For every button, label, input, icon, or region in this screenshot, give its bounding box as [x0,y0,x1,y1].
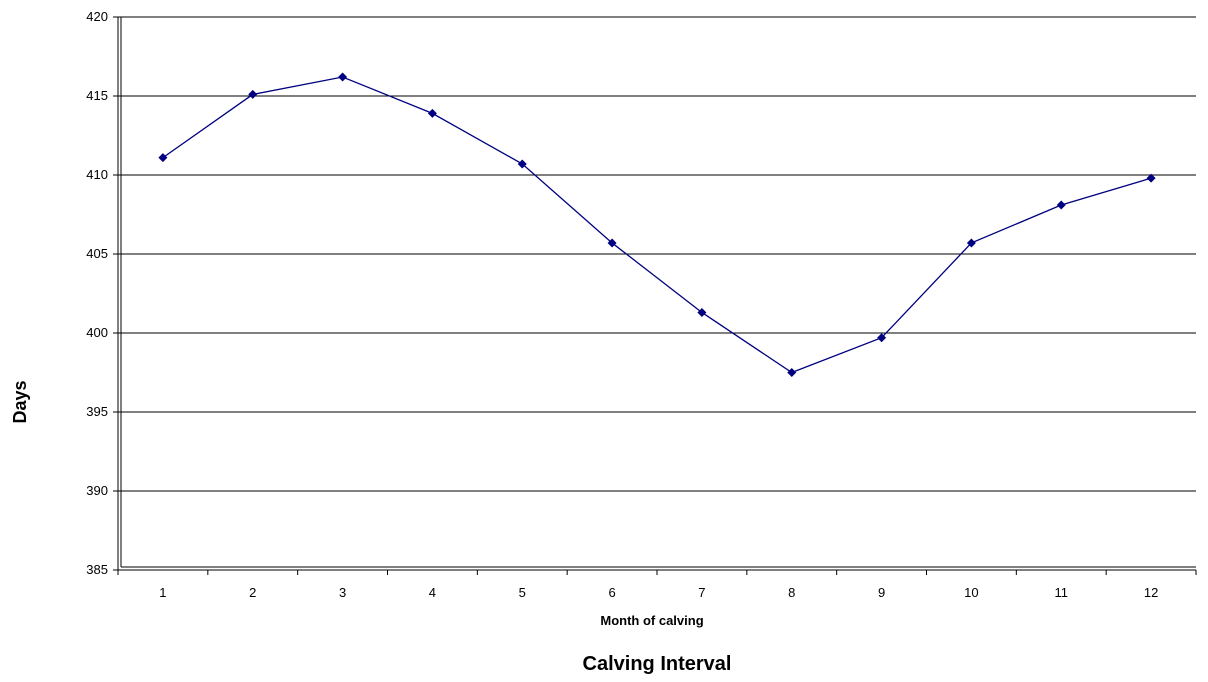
x-tick-label: 6 [608,585,615,600]
x-tick-label: 4 [429,585,436,600]
series-group [158,72,1156,377]
data-point-marker [338,72,348,82]
x-axis-title: Month of calving [600,613,703,628]
x-tick-label: 7 [698,585,705,600]
y-tick-label: 415 [86,88,108,103]
data-point-marker [158,153,168,163]
axes [113,16,1197,575]
y-tick-label: 395 [86,404,108,419]
y-tick-label: 410 [86,167,108,182]
x-tick-label: 2 [249,585,256,600]
x-tick-label: 5 [519,585,526,600]
data-point-marker [427,108,437,118]
data-point-marker [697,307,707,317]
data-point-marker [966,238,976,248]
x-tick-label: 3 [339,585,346,600]
y-tick-label: 400 [86,325,108,340]
data-point-marker [248,89,258,99]
x-tick-labels: 1 2 3 4 5 6 7 8 9 10 11 12 [159,585,1158,600]
y-axis-title: Days [10,380,30,423]
series-line [162,76,1152,374]
data-point-marker [517,159,527,169]
y-tick-label: 420 [86,9,108,24]
x-tick-label: 1 [159,585,166,600]
x-tick-label: 12 [1144,585,1158,600]
y-tick-label: 405 [86,246,108,261]
data-point-marker [1146,173,1156,183]
x-tick-label: 8 [788,585,795,600]
x-tick-label: 11 [1055,585,1069,600]
data-point-marker [877,333,887,343]
y-tick-labels: 385 390 395 400 405 410 415 420 [86,9,108,577]
data-point-marker [1056,200,1066,210]
x-tick-label: 9 [878,585,885,600]
gridlines [118,16,1196,492]
data-point-marker [607,238,617,248]
y-tick-label: 390 [86,483,108,498]
x-tick-label: 10 [964,585,978,600]
y-tick-label: 385 [86,562,108,577]
data-point-marker [787,368,797,377]
chart-title: Calving Interval [583,653,732,675]
